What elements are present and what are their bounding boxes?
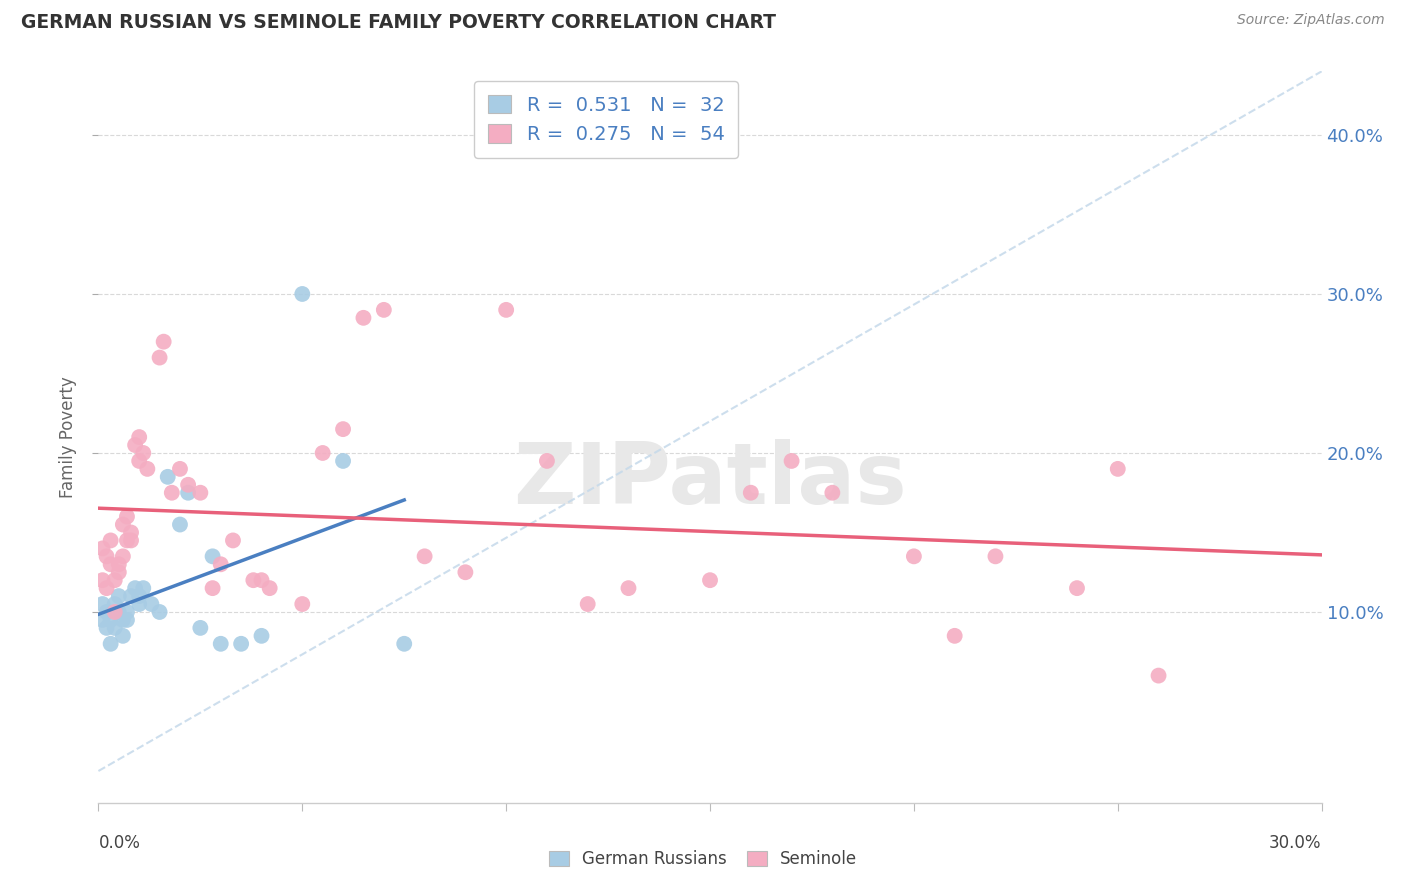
Text: Source: ZipAtlas.com: Source: ZipAtlas.com [1237,13,1385,28]
Point [124,438,146,452]
Point [495,302,517,317]
Point [156,470,179,484]
Point [100,533,122,548]
Point [96,605,118,619]
Point [96,549,118,564]
Point [104,605,127,619]
Point [740,485,762,500]
Point [352,310,374,325]
Point [392,637,416,651]
Point [120,589,142,603]
Point [169,462,191,476]
Point [100,558,122,572]
Point [141,597,163,611]
Point [91,613,114,627]
Point [104,621,127,635]
Point [100,637,122,651]
Point [115,613,138,627]
Point [373,302,395,317]
Text: 30.0%: 30.0% [1270,834,1322,852]
Point [984,549,1007,564]
Point [259,581,281,595]
Point [201,581,224,595]
Text: 0.0%: 0.0% [98,834,141,852]
Point [1107,462,1129,476]
Point [943,629,966,643]
Point [454,566,477,580]
Point [111,517,134,532]
Point [250,573,273,587]
Point [177,485,200,500]
Point [291,597,314,611]
Point [108,558,131,572]
Point [108,589,131,603]
Point [111,629,134,643]
Point [201,549,224,564]
Y-axis label: Family Poverty: Family Poverty [59,376,77,498]
Point [128,597,150,611]
Legend: German Russians, Seminole: German Russians, Seminole [543,844,863,875]
Point [152,334,174,349]
Point [132,581,155,595]
Point [1147,668,1170,682]
Point [104,573,127,587]
Point [536,454,558,468]
Point [111,613,134,627]
Point [291,287,314,301]
Point [209,558,232,572]
Point [120,525,142,540]
Point [104,597,127,611]
Point [177,477,200,491]
Point [100,613,122,627]
Point [242,573,264,587]
Point [91,573,114,587]
Point [128,454,150,468]
Point [128,589,150,603]
Point [780,454,803,468]
Point [903,549,925,564]
Legend: R =  0.531   N =  32, R =  0.275   N =  54: R = 0.531 N = 32, R = 0.275 N = 54 [474,81,738,158]
Point [413,549,436,564]
Point [115,509,138,524]
Point [132,446,155,460]
Text: ZIPatlas: ZIPatlas [513,440,907,523]
Point [111,549,134,564]
Point [108,605,131,619]
Point [160,485,183,500]
Point [188,485,212,500]
Point [332,422,354,436]
Point [91,541,114,556]
Point [108,566,131,580]
Point [699,573,721,587]
Point [1066,581,1088,595]
Point [128,430,150,444]
Point [149,605,172,619]
Point [222,533,245,548]
Point [124,581,146,595]
Point [332,454,354,468]
Point [115,533,138,548]
Point [617,581,640,595]
Point [96,581,118,595]
Point [821,485,844,500]
Point [120,533,142,548]
Point [169,517,191,532]
Point [312,446,335,460]
Point [250,629,273,643]
Point [209,637,232,651]
Text: GERMAN RUSSIAN VS SEMINOLE FAMILY POVERTY CORRELATION CHART: GERMAN RUSSIAN VS SEMINOLE FAMILY POVERT… [21,13,776,32]
Point [188,621,212,635]
Point [576,597,599,611]
Point [231,637,253,651]
Point [115,605,138,619]
Point [149,351,172,365]
Point [96,621,118,635]
Point [91,597,114,611]
Point [136,462,159,476]
